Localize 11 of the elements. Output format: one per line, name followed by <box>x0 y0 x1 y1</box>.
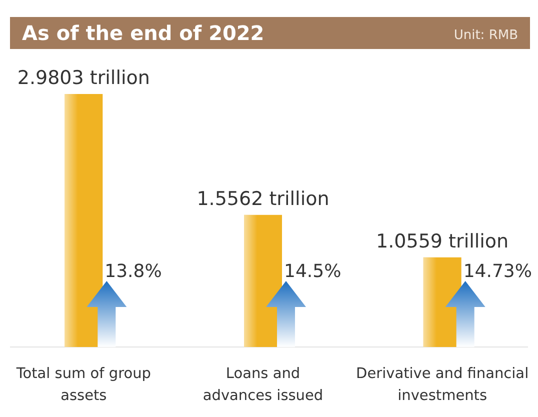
data-label: 1.0559 trillion <box>376 230 509 252</box>
x-tick-label: Total sum of group assets <box>15 366 151 404</box>
annotation: 14.73% <box>463 261 532 282</box>
annotation: 13.8% <box>104 261 162 282</box>
chart-subtitle: Unit: RMB <box>454 28 518 43</box>
x-tick-label: Derivative and financial investments <box>356 366 529 404</box>
annotation: 14.5% <box>284 261 342 282</box>
data-label: 2.9803 trillion <box>17 67 150 89</box>
chart-title: As of the end of 2022 <box>22 21 264 45</box>
x-tick-label: Loans and advances issued <box>202 366 324 404</box>
data-label: 1.5562 trillion <box>196 188 330 210</box>
